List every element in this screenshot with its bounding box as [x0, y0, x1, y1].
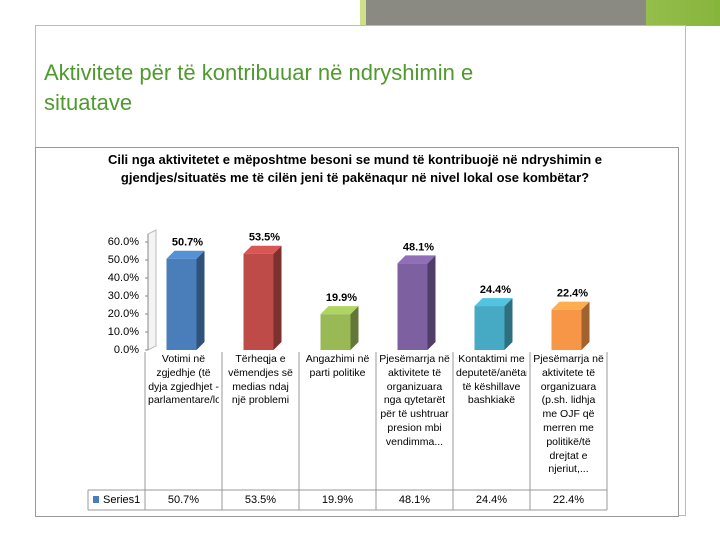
table-value: 48.1%	[399, 494, 430, 506]
y-tick-label: 0.0%	[114, 344, 139, 356]
bar-top	[243, 245, 282, 254]
category-label: Angazhimi në parti politike	[305, 353, 370, 379]
bar	[551, 309, 582, 350]
slide-title: Aktivitete për të kontribuuar në ndryshi…	[44, 60, 474, 115]
category-label: Pjesëmarrja në aktivitete të organizuara…	[533, 353, 604, 476]
chart-title: Cili nga aktivitetet e mëposhtme besoni …	[107, 152, 603, 185]
bar-top	[320, 306, 359, 315]
legend-key	[93, 496, 99, 503]
value-label: 48.1%	[403, 241, 434, 253]
bar-side	[581, 301, 590, 350]
value-label: 19.9%	[326, 292, 357, 304]
category-label: Tërheqja e vëmendjes së medias ndaj një …	[228, 353, 293, 407]
bar	[397, 263, 428, 350]
y-tick-label: 50.0%	[108, 254, 139, 266]
y-tick-label: 60.0%	[108, 236, 139, 248]
table-value: 24.4%	[476, 494, 507, 506]
y-tick-label: 10.0%	[108, 326, 139, 338]
table-value: 50.7%	[168, 494, 199, 506]
value-label: 50.7%	[172, 237, 203, 249]
value-label: 53.5%	[249, 232, 280, 244]
table-value: 22.4%	[553, 494, 584, 506]
table-value: 19.9%	[322, 494, 353, 506]
bar-side	[350, 306, 359, 350]
category-label: Kontaktimi me deputetë/anëtarë të këshil…	[456, 353, 527, 407]
y-tick-label: 20.0%	[108, 308, 139, 320]
bar-side	[273, 245, 282, 350]
bar-side	[504, 298, 513, 350]
bar-side	[427, 255, 436, 350]
value-label: 24.4%	[480, 284, 511, 296]
table-value: 53.5%	[245, 494, 276, 506]
bar-top	[474, 298, 513, 307]
bar	[166, 258, 197, 350]
value-label: 22.4%	[557, 288, 588, 300]
bar	[320, 314, 351, 350]
bar	[474, 306, 505, 350]
bar-top	[397, 255, 436, 264]
category-label: Votimi në zgjedhje (të dyja zgjedhjet - …	[148, 353, 219, 407]
legend-label: Series1	[103, 494, 140, 506]
y-tick-label: 30.0%	[108, 290, 139, 302]
bar-top	[166, 250, 205, 259]
bar-top	[551, 301, 590, 310]
bar-side	[196, 250, 205, 350]
y-tick-label: 40.0%	[108, 272, 139, 284]
category-label: Pjesëmarrja në aktivitete të organizuara…	[379, 353, 450, 448]
bar	[243, 253, 274, 350]
back-wall	[147, 229, 157, 351]
